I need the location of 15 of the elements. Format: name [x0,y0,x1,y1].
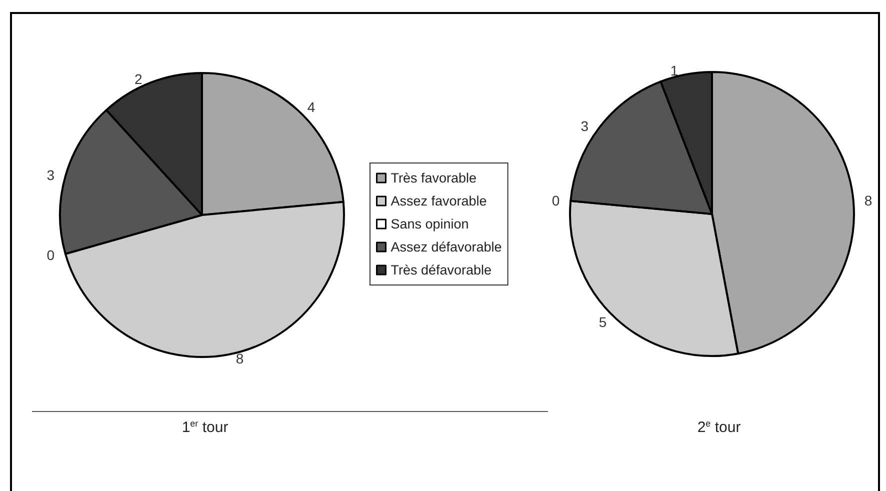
legend-label: Très défavorable [390,262,492,278]
data-label: 3 [46,167,55,184]
legend-label: Assez défavorable [390,240,502,254]
legend-label: Assez favorable [390,194,487,208]
text: 0 [552,192,560,209]
legend-label: Sans opinion [390,216,469,232]
data-label: 8 [864,192,872,209]
data-label: 2 [134,70,142,87]
text: 0 [46,246,55,263]
data-label: 1 [670,62,678,78]
legend-label: Très favorable [390,170,477,186]
data-label: 3 [580,118,589,134]
data-label: 5 [598,314,607,330]
data-label: 8 [236,350,244,367]
data-label: 4 [307,99,316,116]
